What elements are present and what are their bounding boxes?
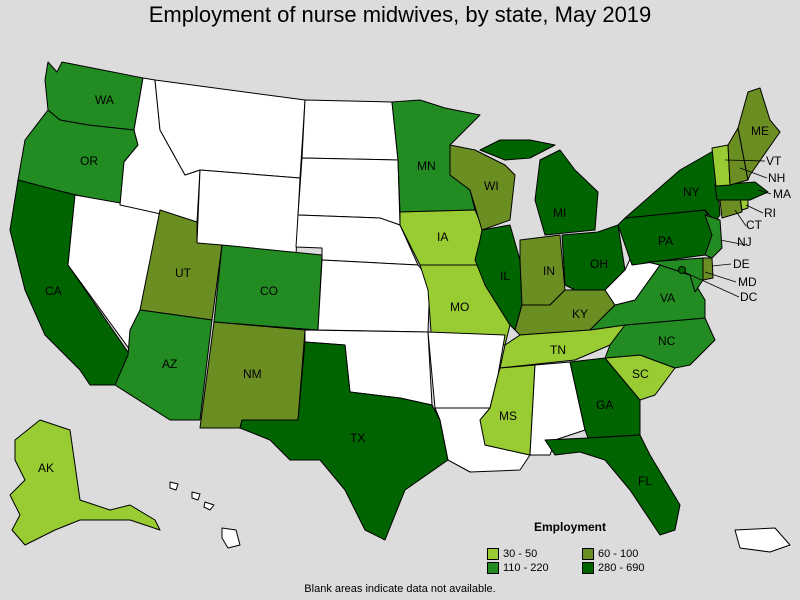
legend-title: Employment [534,520,607,534]
label-mo: MO [450,300,469,314]
label-md: MD [738,275,757,289]
label-dc: DC [740,290,758,304]
label-ct: CT [746,218,763,232]
state-nd[interactable] [301,99,399,161]
label-or: OR [80,154,98,168]
state-ma[interactable] [714,181,769,201]
label-nh: NH [768,171,785,185]
label-az: AZ [162,357,177,371]
legend-label-2: 110 - 220 [503,562,549,574]
label-nm: NM [243,367,262,381]
label-me: ME [751,124,769,138]
label-co: CO [260,284,278,298]
state-sd[interactable] [297,157,401,226]
label-wa: WA [95,93,114,107]
footnote: Blank areas indicate data not available. [304,583,496,595]
state-labels: WA OR CA UT CO AZ NM TX MN IA MO WI IL M… [38,93,791,488]
label-ma: MA [773,187,791,201]
state-de[interactable] [702,257,714,281]
state-tx[interactable] [239,341,449,541]
label-ms: MS [499,409,517,423]
state-wi[interactable] [449,144,516,231]
label-ny: NY [683,185,700,199]
legend-item-3: 280 - 690 [582,562,644,574]
legend-label-1: 60 - 100 [598,548,639,560]
label-ri: RI [764,206,776,220]
state-ak[interactable] [9,419,161,546]
label-ut: UT [175,266,192,280]
legend-swatch-3 [582,562,594,574]
legend-item-0: 30 - 50 [487,548,537,560]
state-il[interactable] [474,224,523,331]
label-fl: FL [638,474,652,488]
label-pa: PA [658,234,673,248]
state-pr[interactable] [734,527,791,553]
legend-label-3: 280 - 690 [598,562,645,574]
label-ga: GA [596,398,613,412]
legend-swatch-0 [487,548,499,560]
map-title: Employment of nurse midwives, by state, … [148,2,652,27]
legend-item-1: 60 - 100 [582,548,638,560]
label-nc: NC [658,334,676,348]
label-nj: NJ [737,235,752,249]
label-sc: SC [632,367,649,381]
label-il: IL [500,269,510,283]
label-ky: KY [572,307,588,321]
state-me[interactable] [737,87,781,181]
state-mi[interactable] [479,139,599,236]
label-mi: MI [553,206,566,220]
legend-swatch-2 [487,562,499,574]
state-dc[interactable] [678,266,686,274]
state-fl[interactable] [544,434,681,536]
state-hi[interactable] [169,481,241,549]
state-md[interactable] [647,257,704,293]
label-va: VA [660,291,675,305]
label-tn: TN [550,343,566,357]
legend-item-2: 110 - 220 [487,562,549,574]
legend-swatch-1 [582,548,594,560]
state-ny[interactable] [624,149,721,223]
label-de: DE [733,257,750,271]
state-ks[interactable] [317,259,431,333]
label-ak: AK [38,461,54,475]
label-tx: TX [350,431,365,445]
state-wy[interactable] [196,169,301,256]
label-wi: WI [484,179,499,193]
label-oh: OH [590,257,608,271]
label-ca: CA [45,284,62,298]
label-in: IN [543,264,555,278]
leader-lines [683,159,772,298]
legend-label-0: 30 - 50 [503,548,538,560]
state-az[interactable] [114,309,213,421]
label-mn: MN [417,159,436,173]
label-ia: IA [437,230,448,244]
label-vt: VT [766,154,782,168]
